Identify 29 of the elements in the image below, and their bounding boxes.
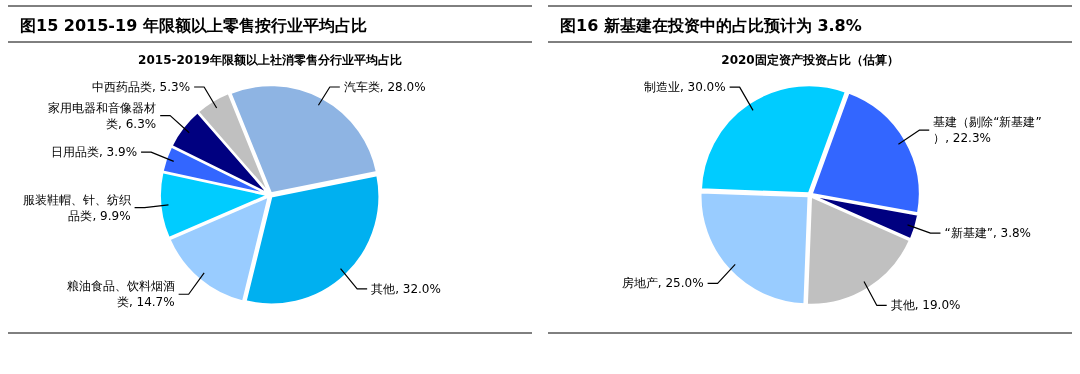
category-label: 汽车类 [343,80,380,94]
value-label: , 25.0% [657,276,704,291]
chart-subtitle: 2020固定资产投资占比（估算） [721,53,899,67]
chart-title: 图16 新基建在投资中的占比预计为 3.8% [560,16,862,35]
category-label: 粮油食品、饮料烟酒 [66,279,175,294]
category-label: 家用电器和音像器材 [48,100,157,115]
value-label: , 9.9% [92,208,131,223]
chart-subtitle: 2015-2019年限额以上社消零售分行业平均占比 [138,53,402,67]
category-label: 中西药品类 [92,80,152,94]
value-label: , 3.9% [98,145,138,160]
value-label: , 6.3% [118,116,157,131]
value-label: , 5.3% [152,80,191,94]
value-label: , 22.3% [945,131,991,146]
value-label: , 19.0% [914,298,961,313]
category-label: 类 [116,295,129,310]
value-label: , 14.7% [128,295,175,310]
chart-title: 图15 2015-19 年限额以上零售按行业平均占比 [20,16,367,35]
category-label: 服装鞋帽、针、纺织 [22,192,131,207]
category-label: 房地产 [621,276,658,291]
value-label: , 3.8% [992,226,1032,241]
category-label: 基建（剔除“新基建” [933,115,1042,130]
value-label: , 30.0% [679,80,726,95]
category-label: “新基建” [944,226,993,241]
value-label: , 28.0% [379,80,426,94]
category-label: 其他 [890,298,915,313]
category-label: ） [933,131,946,146]
value-label: , 32.0% [395,281,441,296]
category-label: 制造业 [643,80,680,95]
category-label: 日用品类 [50,145,99,160]
